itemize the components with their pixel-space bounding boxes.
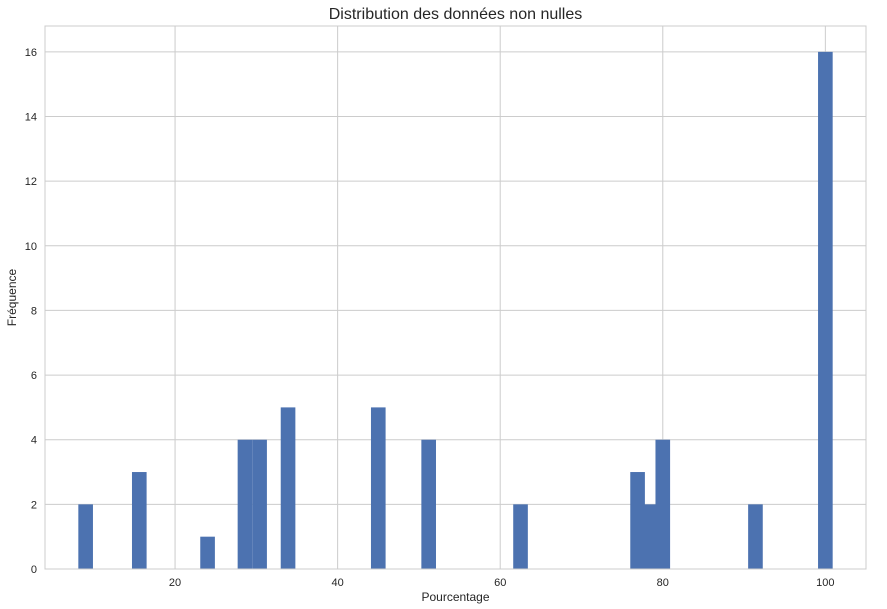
- y-tick-label: 0: [31, 564, 37, 576]
- histogram-bar: [748, 504, 763, 569]
- histogram-bar: [78, 504, 93, 569]
- x-tick-label: 40: [332, 577, 344, 589]
- histogram-bar: [131, 472, 147, 569]
- y-tick-label: 10: [25, 241, 37, 253]
- y-tick-labels: 0 2 4 6 8 10 12 14 16: [25, 47, 37, 576]
- histogram-bar: [644, 504, 659, 569]
- y-tick-label: 6: [31, 370, 37, 382]
- histogram-bar: [370, 407, 386, 569]
- grid-lines: [45, 26, 866, 570]
- x-tick-label: 60: [494, 577, 506, 589]
- x-tick-label: 80: [657, 577, 669, 589]
- histogram-bar: [630, 472, 645, 569]
- histogram-bar: [655, 439, 671, 569]
- x-tick-label: 100: [816, 577, 834, 589]
- histogram-bar: [280, 407, 296, 569]
- histogram-bars: [78, 51, 833, 570]
- histogram-bar: [818, 51, 833, 570]
- x-tick-labels: 20 40 60 80 100: [169, 577, 835, 589]
- histogram-bar: [421, 439, 436, 569]
- y-axis-label: Fréquence: [5, 268, 19, 326]
- x-tick-label: 20: [169, 577, 181, 589]
- histogram-bar: [252, 439, 267, 569]
- plot-frame: [44, 25, 867, 570]
- histogram-bar: [200, 536, 215, 569]
- chart-title: Distribution des données non nulles: [329, 6, 583, 23]
- x-axis-label: Pourcentage: [421, 590, 489, 604]
- y-tick-label: 14: [25, 112, 37, 124]
- y-tick-label: 2: [31, 499, 37, 511]
- y-tick-label: 12: [25, 176, 37, 188]
- y-tick-label: 4: [31, 435, 37, 447]
- y-tick-label: 8: [31, 305, 37, 317]
- y-tick-label: 16: [25, 47, 37, 59]
- histogram-bar: [513, 504, 528, 569]
- histogram-bar: [237, 439, 253, 569]
